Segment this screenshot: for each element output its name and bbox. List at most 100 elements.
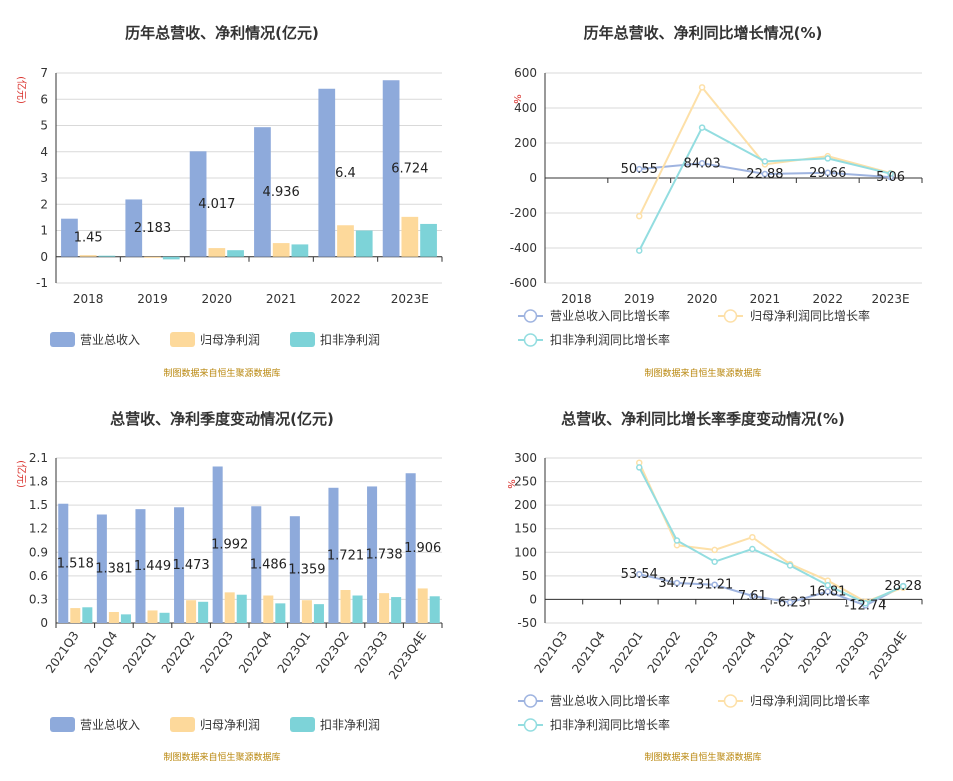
x-tick-label: 2022Q1 bbox=[120, 629, 159, 676]
x-tick-label: 2023Q3 bbox=[352, 629, 391, 676]
x-tick-label: 2019 bbox=[624, 292, 655, 306]
x-tick-label: 2023E bbox=[872, 292, 910, 306]
point bbox=[636, 165, 643, 173]
point bbox=[636, 212, 643, 220]
point bbox=[749, 545, 756, 553]
data-label: 5.06 bbox=[876, 170, 905, 185]
data-label: 1.486 bbox=[250, 558, 287, 573]
x-tick-label: 2018 bbox=[73, 292, 104, 306]
point bbox=[824, 155, 831, 162]
bar bbox=[58, 503, 69, 623]
bar bbox=[301, 600, 312, 623]
bar bbox=[420, 223, 437, 257]
bar bbox=[198, 601, 209, 623]
x-tick-label: 2022Q4 bbox=[236, 629, 275, 676]
bar bbox=[186, 600, 197, 623]
bar bbox=[367, 486, 378, 623]
bar bbox=[212, 466, 223, 623]
x-tick-label: 2022Q2 bbox=[645, 629, 684, 676]
bar bbox=[352, 595, 363, 623]
y-tick-label: 2.1 bbox=[29, 451, 48, 465]
bar bbox=[159, 612, 170, 623]
y-tick-label: 0 bbox=[529, 171, 537, 185]
point bbox=[636, 570, 643, 578]
legend-label: 扣非净利润同比增长率 bbox=[550, 717, 670, 732]
bar bbox=[98, 255, 116, 257]
data-label: 1.449 bbox=[134, 559, 171, 574]
point bbox=[636, 247, 643, 254]
legend-swatch bbox=[290, 717, 315, 732]
x-tick-label: 2021Q3 bbox=[43, 629, 82, 676]
legend-marker bbox=[523, 718, 538, 732]
chart-1: 历年总营收、净利情况(亿元) (亿元) -1 0 1 2 3 4 5 6 7 2018 2019 2020… bbox=[15, 24, 443, 379]
y-tick-label: -400 bbox=[510, 241, 537, 255]
point bbox=[698, 124, 706, 131]
legend-marker bbox=[723, 694, 738, 708]
legend-swatch bbox=[170, 332, 195, 347]
y-tick-label: 0 bbox=[40, 250, 48, 264]
point bbox=[698, 84, 706, 91]
bar bbox=[251, 506, 262, 623]
x-tick-label: 2021Q4 bbox=[82, 629, 121, 676]
bar bbox=[355, 230, 373, 257]
bar bbox=[328, 487, 339, 623]
data-label: 4.017 bbox=[198, 197, 235, 212]
y-tick-label: 0 bbox=[40, 616, 48, 630]
legend-label: 归母净利润 bbox=[200, 718, 260, 732]
bar bbox=[61, 218, 78, 257]
point bbox=[899, 582, 907, 590]
y-axis-label: % bbox=[505, 479, 516, 489]
bar bbox=[236, 594, 247, 623]
y-tick-label: 400 bbox=[514, 101, 537, 115]
x-tick-label: 2021 bbox=[266, 292, 297, 306]
x-tick-label: 2022 bbox=[330, 292, 361, 306]
y-tick-label: 4 bbox=[40, 145, 48, 159]
point bbox=[887, 170, 894, 177]
source-note: 制图数据来自恒生聚源数据库 bbox=[163, 367, 280, 379]
legend-swatch bbox=[290, 332, 315, 347]
bar bbox=[189, 151, 207, 257]
y-tick-label: 100 bbox=[514, 545, 537, 559]
chart-4: 总营收、净利同比增长率季度变动情况(%)% -50 0 50 100 150 200 250 3… bbox=[505, 410, 923, 763]
legend-label: 营业总收入同比增长率 bbox=[550, 308, 670, 323]
series-line bbox=[638, 462, 904, 603]
bar bbox=[379, 593, 390, 623]
legend-label: 归母净利润 bbox=[200, 333, 260, 347]
chart-title: 历年总营收、净利同比增长情况(%) bbox=[584, 24, 823, 42]
bar bbox=[254, 127, 271, 257]
bar bbox=[291, 244, 309, 257]
bar bbox=[318, 88, 336, 257]
bar bbox=[313, 604, 324, 623]
legend-swatch bbox=[50, 717, 75, 732]
x-tick-label: 2022Q3 bbox=[682, 629, 721, 676]
x-tick-label: 2021Q3 bbox=[532, 629, 571, 676]
x-tick-label: 2023Q3 bbox=[833, 629, 872, 676]
data-label: 29.66 bbox=[809, 166, 846, 181]
y-tick-label: 150 bbox=[514, 522, 537, 536]
point bbox=[761, 158, 769, 165]
bar bbox=[405, 473, 416, 623]
x-tick-label: 2023Q1 bbox=[758, 629, 797, 676]
legend-swatch bbox=[170, 717, 195, 732]
y-tick-label: 50 bbox=[522, 569, 537, 583]
data-label: 1.45 bbox=[74, 231, 103, 246]
point bbox=[673, 579, 681, 587]
legend-marker bbox=[523, 309, 538, 323]
x-tick-label: 2023E bbox=[391, 292, 429, 306]
data-label: -12.74 bbox=[844, 598, 886, 613]
legend-label: 营业总收入 bbox=[80, 333, 140, 347]
bar bbox=[70, 608, 81, 623]
point bbox=[711, 546, 718, 554]
point bbox=[749, 592, 756, 600]
data-label: 53.54 bbox=[621, 567, 658, 582]
data-label: 34.77 bbox=[658, 576, 695, 591]
data-label: 84.03 bbox=[683, 156, 720, 171]
y-tick-label: 1 bbox=[40, 224, 48, 238]
point bbox=[711, 558, 718, 565]
legend-label: 营业总收入同比增长率 bbox=[550, 693, 670, 708]
y-tick-label: 2 bbox=[40, 197, 48, 211]
y-tick-label: -200 bbox=[510, 206, 537, 220]
y-tick-label: 600 bbox=[514, 66, 537, 80]
series-line bbox=[638, 85, 891, 217]
y-tick-label: -1 bbox=[36, 276, 48, 290]
